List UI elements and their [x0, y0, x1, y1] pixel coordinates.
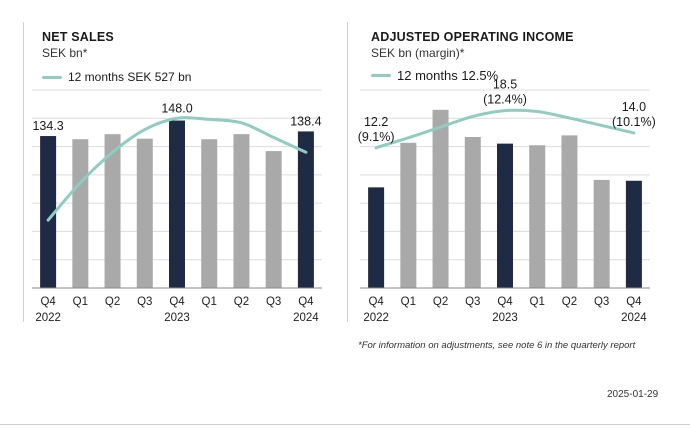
aoi-chart: 12.2(9.1%) 18.5(12.4%) 14.0(10.1%) Q4 2022 Q1… — [358, 78, 656, 324]
trend-line — [46, 116, 308, 222]
net-sales-chart: 134.3 148.0 138.4 Q4 2022 Q1 Q2 Q3 Q4 2023 Q1 Q2 Q3 Q… — [32, 89, 322, 324]
x-tick-label: Q4 — [497, 296, 513, 308]
trend-line — [374, 108, 636, 150]
bar — [464, 137, 481, 288]
x-tick-label: Q2 — [234, 296, 249, 308]
bar — [432, 109, 449, 288]
aoi-subtitle: SEK bn (margin)* — [371, 46, 465, 60]
x-tick-label: Q3 — [465, 296, 480, 308]
net-sales-legend-label: 12 months SEK 527 bn — [68, 70, 192, 84]
bar — [265, 151, 282, 288]
bar — [529, 145, 546, 288]
margin-label: (12.4%) — [483, 93, 527, 107]
aoi-legend-label: 12 months 12.5% — [397, 68, 499, 83]
x-tick-label: Q1 — [73, 296, 88, 308]
x-tick-label: Q4 — [298, 296, 314, 308]
bar — [233, 134, 250, 288]
x-tick-label: Q3 — [266, 296, 281, 308]
bar — [625, 180, 642, 288]
year-label: 2022 — [35, 312, 61, 324]
year-label: 2024 — [293, 312, 319, 324]
data-label: 138.4 — [290, 114, 321, 128]
x-tick-label: Q4 — [368, 296, 384, 308]
x-tick-label: Q1 — [530, 296, 545, 308]
year-label: 2023 — [492, 312, 518, 324]
x-tick-label: Q4 — [40, 296, 56, 308]
bar — [72, 139, 89, 288]
bottom-rule — [0, 424, 690, 425]
x-tick-label: Q4 — [626, 296, 642, 308]
report-date: 2025-01-29 — [607, 389, 659, 400]
data-label: 12.2 — [364, 115, 388, 129]
x-tick-label: Q3 — [137, 296, 152, 308]
aoi-legend: 12 months 12.5% — [371, 68, 498, 83]
bar — [368, 187, 385, 288]
x-tick-label: Q4 — [169, 296, 185, 308]
bar — [201, 139, 218, 288]
data-label: 134.3 — [32, 119, 63, 133]
x-tick-label: Q2 — [433, 296, 448, 308]
margin-label: (9.1%) — [358, 130, 395, 144]
margin-label: (10.1%) — [612, 115, 656, 129]
bar — [104, 134, 121, 288]
left-panel-divider — [23, 22, 24, 322]
x-tick-label: Q1 — [202, 296, 217, 308]
net-sales-subtitle: SEK bn* — [42, 46, 88, 60]
data-label: 148.0 — [161, 101, 192, 115]
x-tick-label: Q2 — [105, 296, 120, 308]
x-tick-label: Q2 — [562, 296, 577, 308]
x-tick-label: Q1 — [401, 296, 416, 308]
bar — [136, 138, 153, 288]
bar — [561, 135, 578, 288]
bar — [400, 142, 417, 288]
center-divider — [347, 22, 348, 322]
legend-line-swatch — [371, 74, 391, 77]
net-sales-legend: 12 months SEK 527 bn — [42, 70, 191, 84]
data-label: 18.5 — [493, 78, 517, 92]
bar — [40, 136, 57, 288]
legend-line-swatch — [42, 75, 62, 79]
bar — [593, 179, 610, 288]
footnote: *For information on adjustments, see not… — [358, 340, 636, 351]
year-label: 2022 — [363, 312, 389, 324]
year-label: 2023 — [164, 312, 190, 324]
bar — [169, 120, 185, 288]
x-tick-label: Q3 — [594, 296, 609, 308]
data-label: 14.0 — [622, 100, 646, 114]
bar — [497, 143, 513, 288]
year-label: 2024 — [621, 312, 647, 324]
bar — [297, 131, 314, 288]
net-sales-title: NET SALES — [42, 30, 114, 44]
aoi-title: ADJUSTED OPERATING INCOME — [371, 30, 574, 44]
